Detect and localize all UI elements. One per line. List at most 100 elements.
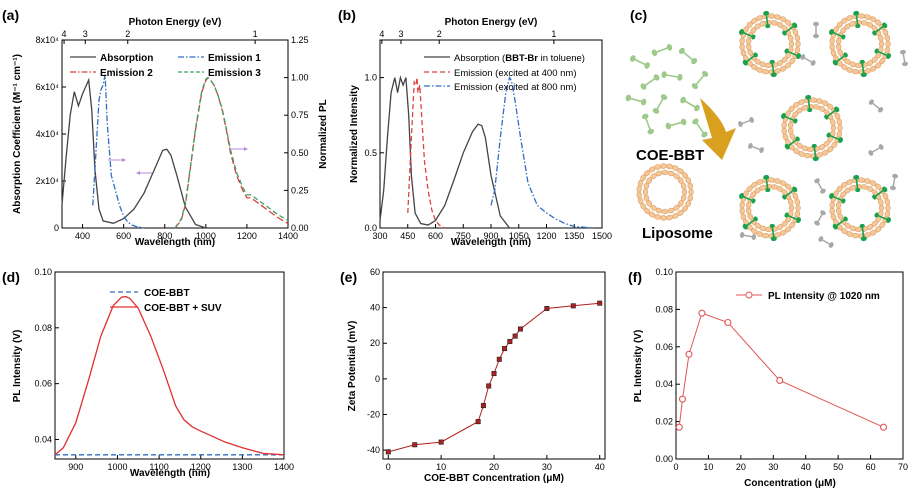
panel-b-xtick-label-4: 900 <box>483 231 498 241</box>
panel-b-top-ticks: 4 3 2 1 <box>379 29 556 44</box>
panel-b-label: (b) <box>338 7 356 23</box>
free-molecule-3 <box>738 117 754 127</box>
panel-f-x-axis-title: Concentration (μM) <box>744 478 836 489</box>
polymer-chain-4 <box>661 71 683 81</box>
panel-a-xtick-label-2: 800 <box>157 231 172 241</box>
vesicle-2 <box>781 94 843 162</box>
polymer-chain-7 <box>652 94 668 114</box>
panel-f-y-ticks: 0.00 0.02 0.04 0.06 0.08 0.10 <box>655 267 680 464</box>
legend-marker-pl-1020 <box>745 291 753 299</box>
panel-e-ytick-label-4: 40 <box>370 303 380 313</box>
polymer-chain-0 <box>630 55 650 69</box>
panel-d-ytick-label-1: 0.06 <box>34 379 52 389</box>
free-molecule-4 <box>748 143 764 153</box>
panel-d-frame <box>54 271 285 460</box>
liposome-label: Liposome <box>642 225 713 242</box>
panel-b: (b) Photon Energy (eV) 4 3 2 1 300 450 600 750… <box>338 7 612 248</box>
polymer-label: COE-BBT <box>636 147 704 164</box>
panel-e-x-axis-title: COE-BBT Concentration (μM) <box>424 473 564 484</box>
free-molecule-0 <box>813 21 819 39</box>
polymer-chain-10 <box>665 118 687 130</box>
panel-b-xtick-label-5: 1050 <box>509 231 529 241</box>
panel-b-series-line-1 <box>407 77 446 229</box>
panel-a-label: (a) <box>2 7 19 23</box>
free-molecule-9 <box>739 231 757 241</box>
panel-b-ytick-label-2: 1.0 <box>364 73 377 83</box>
panel-f-data-point-5 <box>776 376 784 385</box>
panel-e-data-point-11 <box>517 326 523 332</box>
panel-f-ytick-label-2: 0.04 <box>655 379 673 389</box>
panel-f-xtick-label-1: 10 <box>703 462 713 472</box>
panel-b-xtick-label-6: 1200 <box>536 231 556 241</box>
panel-d-x-axis-title: Wavelength (nm) <box>130 468 210 479</box>
panel-e-series-line-0 <box>388 302 600 453</box>
panel-f-data-point-2 <box>685 350 693 358</box>
panel-f-series <box>675 309 888 431</box>
panel-b-top-tick-label-0: 4 <box>379 29 384 39</box>
free-molecule-1 <box>800 54 816 66</box>
panel-b-xtick-label-8: 1500 <box>592 231 612 241</box>
panel-e-frame <box>382 271 606 460</box>
panel-e-ytick-label-2: 0 <box>375 374 380 384</box>
panel-a-y-right-ticks: 0.00 0.25 0.50 0.75 1.00 1.25 <box>284 35 309 233</box>
panel-b-y-ticks: 0.0 0.5 1.0 <box>364 73 384 233</box>
panel-b-series <box>379 75 593 229</box>
panel-e-label: (e) <box>340 269 357 285</box>
panel-e-ytick-label-1: -20 <box>367 409 380 419</box>
legend-label-coe-bbt: COE-BBT <box>144 288 190 299</box>
panel-e-data-point-0 <box>385 449 391 455</box>
panel-e-data-point-10 <box>512 333 518 339</box>
panel-b-ytick-label-0: 0.0 <box>364 223 377 233</box>
polymer-inserted-vesicles <box>739 10 891 242</box>
panel-b-xtick-label-7: 1350 <box>564 231 584 241</box>
panel-a-top-tick-label-3: 1 <box>253 29 258 39</box>
polymer-chain-8 <box>680 96 700 112</box>
panel-d-xtick-label-1: 1000 <box>107 462 127 472</box>
panel-e-xtick-label-4: 40 <box>595 462 605 472</box>
panel-e-x-title-prefix: COE-BBT Concentration ( <box>424 473 547 484</box>
panel-f-legend: PL Intensity @ 1020 nm <box>736 291 880 302</box>
panel-b-legend: Absorption (BBT-Br in toluene) Emission … <box>424 53 585 93</box>
panel-e-series <box>385 300 603 455</box>
panel-b-y-axis-title: Normalized Intensity <box>349 85 360 183</box>
panel-d-xtick-label-4: 1300 <box>232 462 252 472</box>
panel-a-xtick-label-4: 1200 <box>237 231 257 241</box>
panel-a-ytick-right-label-0: 0.00 <box>291 223 309 233</box>
panel-f-xtick-label-3: 30 <box>768 462 778 472</box>
legend-label-emission-1: Emission 1 <box>208 53 261 64</box>
panel-f-ytick-label-4: 0.08 <box>655 304 673 314</box>
panel-f-x-ticks: 0 10 20 30 40 50 60 70 <box>673 455 908 472</box>
panel-c-label: (c) <box>630 7 647 23</box>
vesicle-4 <box>829 174 891 242</box>
legend-label-coe-bbt-suv: COE-BBT + SUV <box>144 303 222 314</box>
panel-a-series-line-3 <box>174 76 289 229</box>
panel-f-frame <box>675 271 904 460</box>
panel-f-data-point-1 <box>678 395 687 403</box>
legend-label-absorption-bbt: Absorption (BBT-Br in toluene) <box>454 53 585 64</box>
legend-label-pl-1020: PL Intensity @ 1020 nm <box>768 291 880 302</box>
panel-a-ytick-right-label-3: 0.75 <box>291 110 309 120</box>
panel-d-xtick-label-2: 1100 <box>149 462 168 472</box>
panel-a-ytick-label-1: 2x10⁴ <box>36 176 60 186</box>
free-molecule-2 <box>899 49 909 67</box>
panel-f-xtick-label-0: 0 <box>673 462 678 472</box>
free-molecule-6 <box>868 144 884 156</box>
legend-label-emission-2: Emission 2 <box>100 68 153 79</box>
legend-label-emission-400: Emission (excited at 400 nm) <box>454 68 577 79</box>
panel-b-x-ticks: 300 450 600 750 900 1050 1200 1350 1500 <box>372 224 612 241</box>
polymer-chain-6 <box>625 94 647 106</box>
panel-e-data-point-12 <box>544 306 550 312</box>
panel-e-ytick-label-0: -40 <box>367 445 380 455</box>
panel-e-xtick-label-3: 30 <box>542 462 552 472</box>
panel-c: (c) COE-BBT Liposome <box>625 7 909 248</box>
panel-f-data-point-0 <box>675 423 683 431</box>
panel-f-ytick-label-1: 0.02 <box>655 417 673 427</box>
free-molecule-5 <box>868 99 884 113</box>
panel-e-xtick-label-0: 0 <box>386 462 391 472</box>
liposome-bilayer-0 <box>636 163 694 221</box>
panel-e-data-point-8 <box>502 346 508 352</box>
insertion-arrow-icon <box>700 98 736 160</box>
panel-d-y-axis-title: PL Intensity (V) <box>12 330 23 403</box>
panel-a-series-line-0 <box>61 77 207 229</box>
vesicle-0 <box>739 10 801 78</box>
